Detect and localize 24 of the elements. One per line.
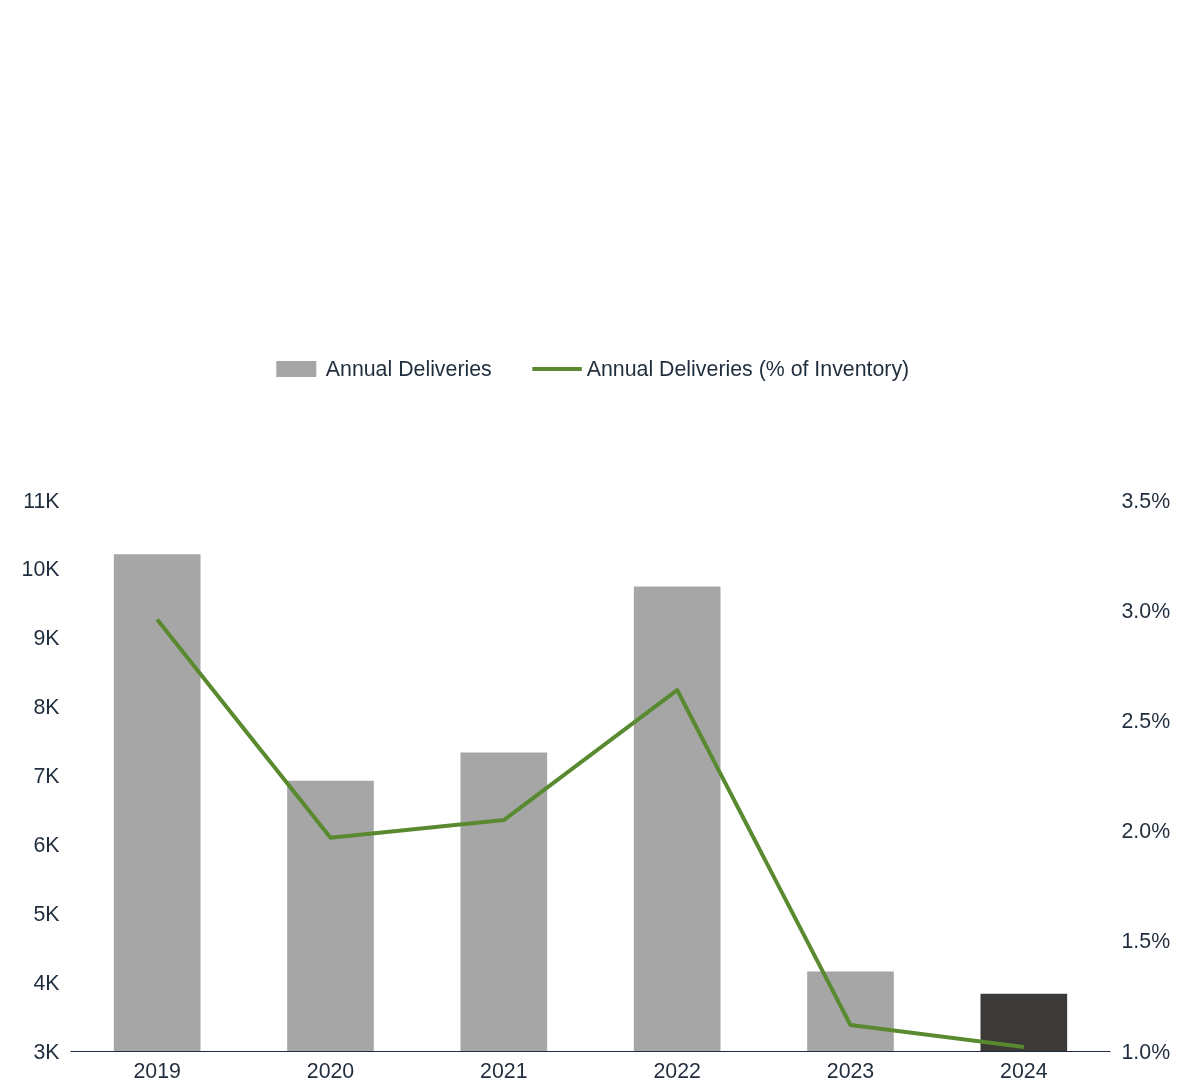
legend-label: Annual Deliveries [325,356,492,382]
y2-tick-label: 1.0% [1121,1039,1171,1064]
y-tick-label: 5K [33,901,60,926]
y-tick-label: 6K [33,832,60,857]
y-tick-label: 4K [33,970,60,995]
y2-tick-label: 3.5% [1121,488,1171,513]
y-tick-label: 3K [33,1039,60,1064]
y-tick-label: 7K [33,764,60,788]
y-tick-label: 9K [33,626,60,651]
y2-tick-label: 1.5% [1121,929,1171,954]
x-tick-label: 2024 [1000,1058,1048,1083]
legend-label: Annual Deliveries (% of Inventory) [586,356,910,382]
line-series [155,617,1026,1050]
y2-tick-label: 2.0% [1121,819,1171,844]
y2-tick-label: 2.5% [1121,708,1171,733]
x-tick-label: 2023 [826,1058,875,1083]
x-tick-label: 2022 [653,1058,701,1083]
y-tick-label: 8K [33,695,60,720]
x-tick-label: 2021 [480,1058,528,1083]
x-tick-label: 2020 [306,1058,355,1083]
y-tick-label: 10K [21,557,60,582]
y-tick-label: 11K [23,488,60,513]
y2-tick-label: 3.0% [1121,598,1171,623]
x-tick-label: 2019 [133,1058,181,1083]
